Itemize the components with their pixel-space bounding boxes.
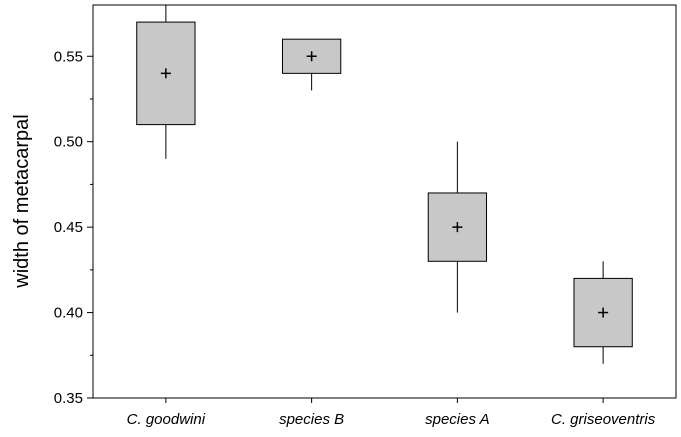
box-species-a [427, 141, 488, 313]
plot-frame [92, 4, 677, 399]
box-species-b [281, 38, 342, 91]
box-c-goodwini [136, 5, 196, 159]
x-tick-label: species B [279, 411, 344, 428]
y-axis-title: width of metacarpal [11, 114, 33, 288]
y-tick-label: 0.55 [54, 48, 83, 65]
boxes [136, 5, 633, 364]
y-tick-label: 0.35 [54, 390, 83, 407]
y-tick-label: 0.45 [54, 219, 83, 236]
box-c-griseoventris [573, 261, 633, 364]
x-tick-label: species A [425, 411, 489, 428]
x-tick-label: C. griseoventris [551, 411, 656, 428]
y-tick-label: 0.40 [54, 305, 83, 322]
x-tick-label: C. goodwini [127, 411, 206, 428]
y-tick-label: 0.50 [54, 134, 83, 151]
x-axis: C. goodwini species B species A C. griseove… [127, 398, 656, 428]
y-axis: 0.35 0.40 0.45 0.50 0.55 [54, 48, 93, 407]
